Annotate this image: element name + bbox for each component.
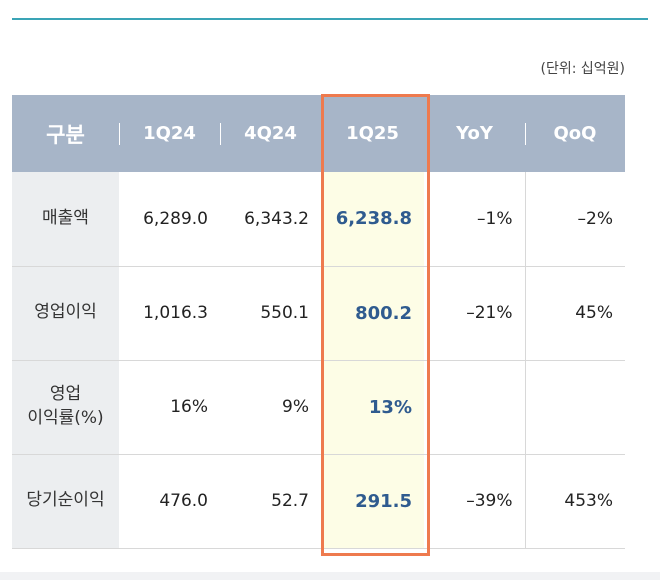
financial-results-table: 구분 1Q24 4Q24 1Q25 YoY QoQ 매출액 6,289.0 6,… [12,95,625,549]
cell-1q25: 800.2 [321,266,424,361]
cell-4q24: 52.7 [220,454,321,549]
row-label: 영업이익 [12,266,119,361]
table-row: 당기순이익 476.0 52.7 291.5 –39% 453% [12,454,625,549]
cell-4q24: 550.1 [220,266,321,361]
table-row: 영업이익 1,016.3 550.1 800.2 –21% 45% [12,266,625,361]
cell-1q24: 476.0 [119,454,220,549]
table-header-row: 구분 1Q24 4Q24 1Q25 YoY QoQ [12,95,625,172]
cell-1q25: 6,238.8 [321,172,424,267]
unit-note: (단위: 십억원) [540,61,626,77]
header-category: 구분 [46,122,85,147]
cell-yoy: –39% [424,454,525,549]
cell-4q24: 9% [220,360,321,455]
header-qoq: QoQ [525,95,625,172]
cell-1q24: 16% [119,360,220,455]
cell-1q25: 291.5 [321,454,424,549]
cell-qoq [524,360,625,455]
cell-qoq: 453% [524,454,625,549]
cell-1q25: 13% [321,360,424,455]
table-row: 영업 이익률(%) 16% 9% 13% [12,360,625,455]
bottom-band [0,572,660,580]
cell-yoy [424,360,525,455]
header-1q24: 1Q24 [119,95,220,172]
header-4q24: 4Q24 [220,95,321,172]
row-label: 당기순이익 [12,454,119,549]
cell-qoq: –2% [524,172,625,267]
header-yoy: YoY [456,123,493,144]
row-label: 영업 이익률(%) [12,360,119,455]
cell-1q24: 6,289.0 [119,172,220,267]
cell-qoq: 45% [524,266,625,361]
row-label: 매출액 [12,172,119,267]
cell-4q24: 6,343.2 [220,172,321,267]
top-rule [12,18,648,20]
table-row: 매출액 6,289.0 6,343.2 6,238.8 –1% –2% [12,172,625,267]
cell-yoy: –21% [424,266,525,361]
cell-yoy: –1% [424,172,525,267]
header-1q25: 1Q25 [346,123,399,144]
cell-1q24: 1,016.3 [119,266,220,361]
